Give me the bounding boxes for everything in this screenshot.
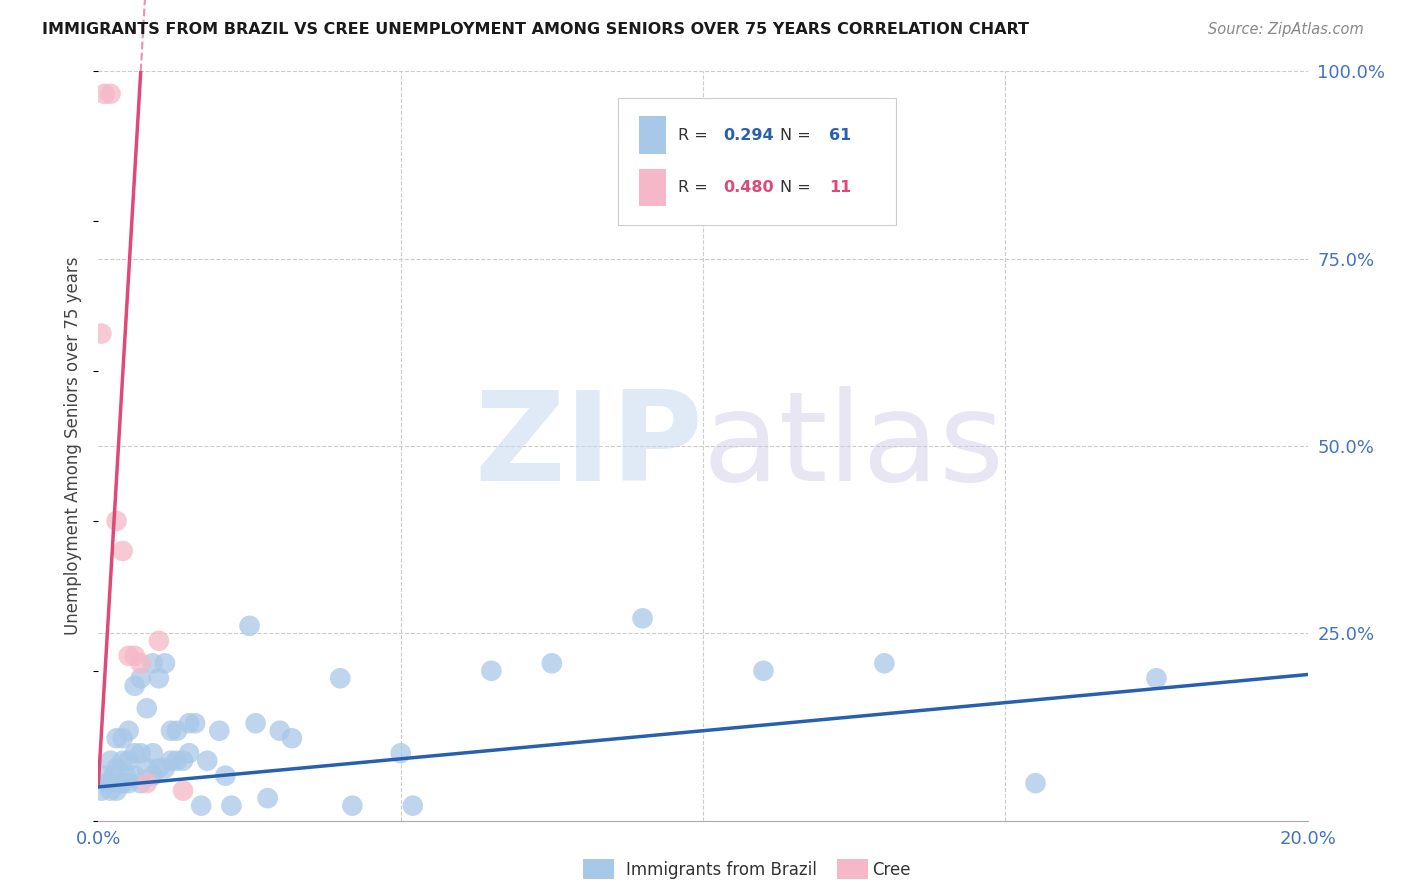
Text: R =: R = <box>678 180 713 195</box>
Point <box>631 611 654 625</box>
Point <box>256 791 278 805</box>
Point <box>752 664 775 678</box>
Point <box>873 657 896 671</box>
Point <box>190 798 212 813</box>
Point <box>245 716 267 731</box>
Point <box>129 746 152 760</box>
Point <box>148 761 170 775</box>
Point <box>402 798 425 813</box>
FancyBboxPatch shape <box>619 97 897 225</box>
Point <box>148 633 170 648</box>
Point <box>111 544 134 558</box>
FancyBboxPatch shape <box>638 169 665 206</box>
Point <box>269 723 291 738</box>
Point <box>214 769 236 783</box>
Y-axis label: Unemployment Among Seniors over 75 years: Unemployment Among Seniors over 75 years <box>65 257 83 635</box>
Point <box>135 776 157 790</box>
Point <box>129 657 152 671</box>
Point <box>142 769 165 783</box>
Point <box>118 754 141 768</box>
Point <box>90 783 112 797</box>
Point <box>184 716 207 731</box>
Text: R =: R = <box>678 128 713 143</box>
Point <box>93 87 115 101</box>
Text: 61: 61 <box>828 128 851 143</box>
Point <box>100 783 122 797</box>
Point <box>281 731 304 746</box>
Point <box>172 783 194 797</box>
Point <box>153 657 176 671</box>
Point <box>105 783 128 797</box>
Point <box>481 664 503 678</box>
Point <box>96 776 118 790</box>
Point <box>114 769 136 783</box>
Point <box>195 754 218 768</box>
Point <box>105 731 128 746</box>
Point <box>90 326 112 341</box>
Point <box>111 731 134 746</box>
Point <box>342 798 364 813</box>
Point <box>111 754 134 768</box>
Point <box>108 776 131 790</box>
Point <box>135 761 157 775</box>
Point <box>124 648 146 663</box>
Point <box>118 648 141 663</box>
Point <box>105 761 128 775</box>
Text: Immigrants from Brazil: Immigrants from Brazil <box>626 861 817 879</box>
Point <box>179 746 201 760</box>
Point <box>179 716 201 731</box>
Point <box>135 701 157 715</box>
FancyBboxPatch shape <box>638 116 665 153</box>
Point <box>160 754 183 768</box>
Point <box>103 769 125 783</box>
Point <box>124 679 146 693</box>
Point <box>160 723 183 738</box>
Text: 0.480: 0.480 <box>724 180 775 195</box>
Text: Source: ZipAtlas.com: Source: ZipAtlas.com <box>1208 22 1364 37</box>
Point <box>124 746 146 760</box>
Point <box>166 754 188 768</box>
Point <box>208 723 231 738</box>
Point <box>100 754 122 768</box>
Point <box>129 776 152 790</box>
Text: ZIP: ZIP <box>474 385 703 507</box>
Text: N =: N = <box>780 180 817 195</box>
Text: 11: 11 <box>828 180 851 195</box>
Point <box>540 657 562 671</box>
Point <box>142 657 165 671</box>
Point <box>93 769 115 783</box>
Point <box>1024 776 1046 790</box>
Point <box>1144 671 1167 685</box>
Point <box>105 514 128 528</box>
Point <box>118 723 141 738</box>
Point <box>118 776 141 790</box>
Point <box>148 671 170 685</box>
Point <box>100 87 122 101</box>
Text: atlas: atlas <box>703 385 1005 507</box>
Point <box>221 798 243 813</box>
Text: N =: N = <box>780 128 817 143</box>
Point <box>239 619 262 633</box>
Point <box>111 776 134 790</box>
Point <box>142 746 165 760</box>
Point <box>124 769 146 783</box>
Point <box>129 671 152 685</box>
Point <box>153 761 176 775</box>
Point <box>172 754 194 768</box>
Point <box>329 671 352 685</box>
Point <box>166 723 188 738</box>
Text: 0.294: 0.294 <box>724 128 775 143</box>
Text: IMMIGRANTS FROM BRAZIL VS CREE UNEMPLOYMENT AMONG SENIORS OVER 75 YEARS CORRELAT: IMMIGRANTS FROM BRAZIL VS CREE UNEMPLOYM… <box>42 22 1029 37</box>
Point <box>389 746 412 760</box>
Text: Cree: Cree <box>872 861 910 879</box>
